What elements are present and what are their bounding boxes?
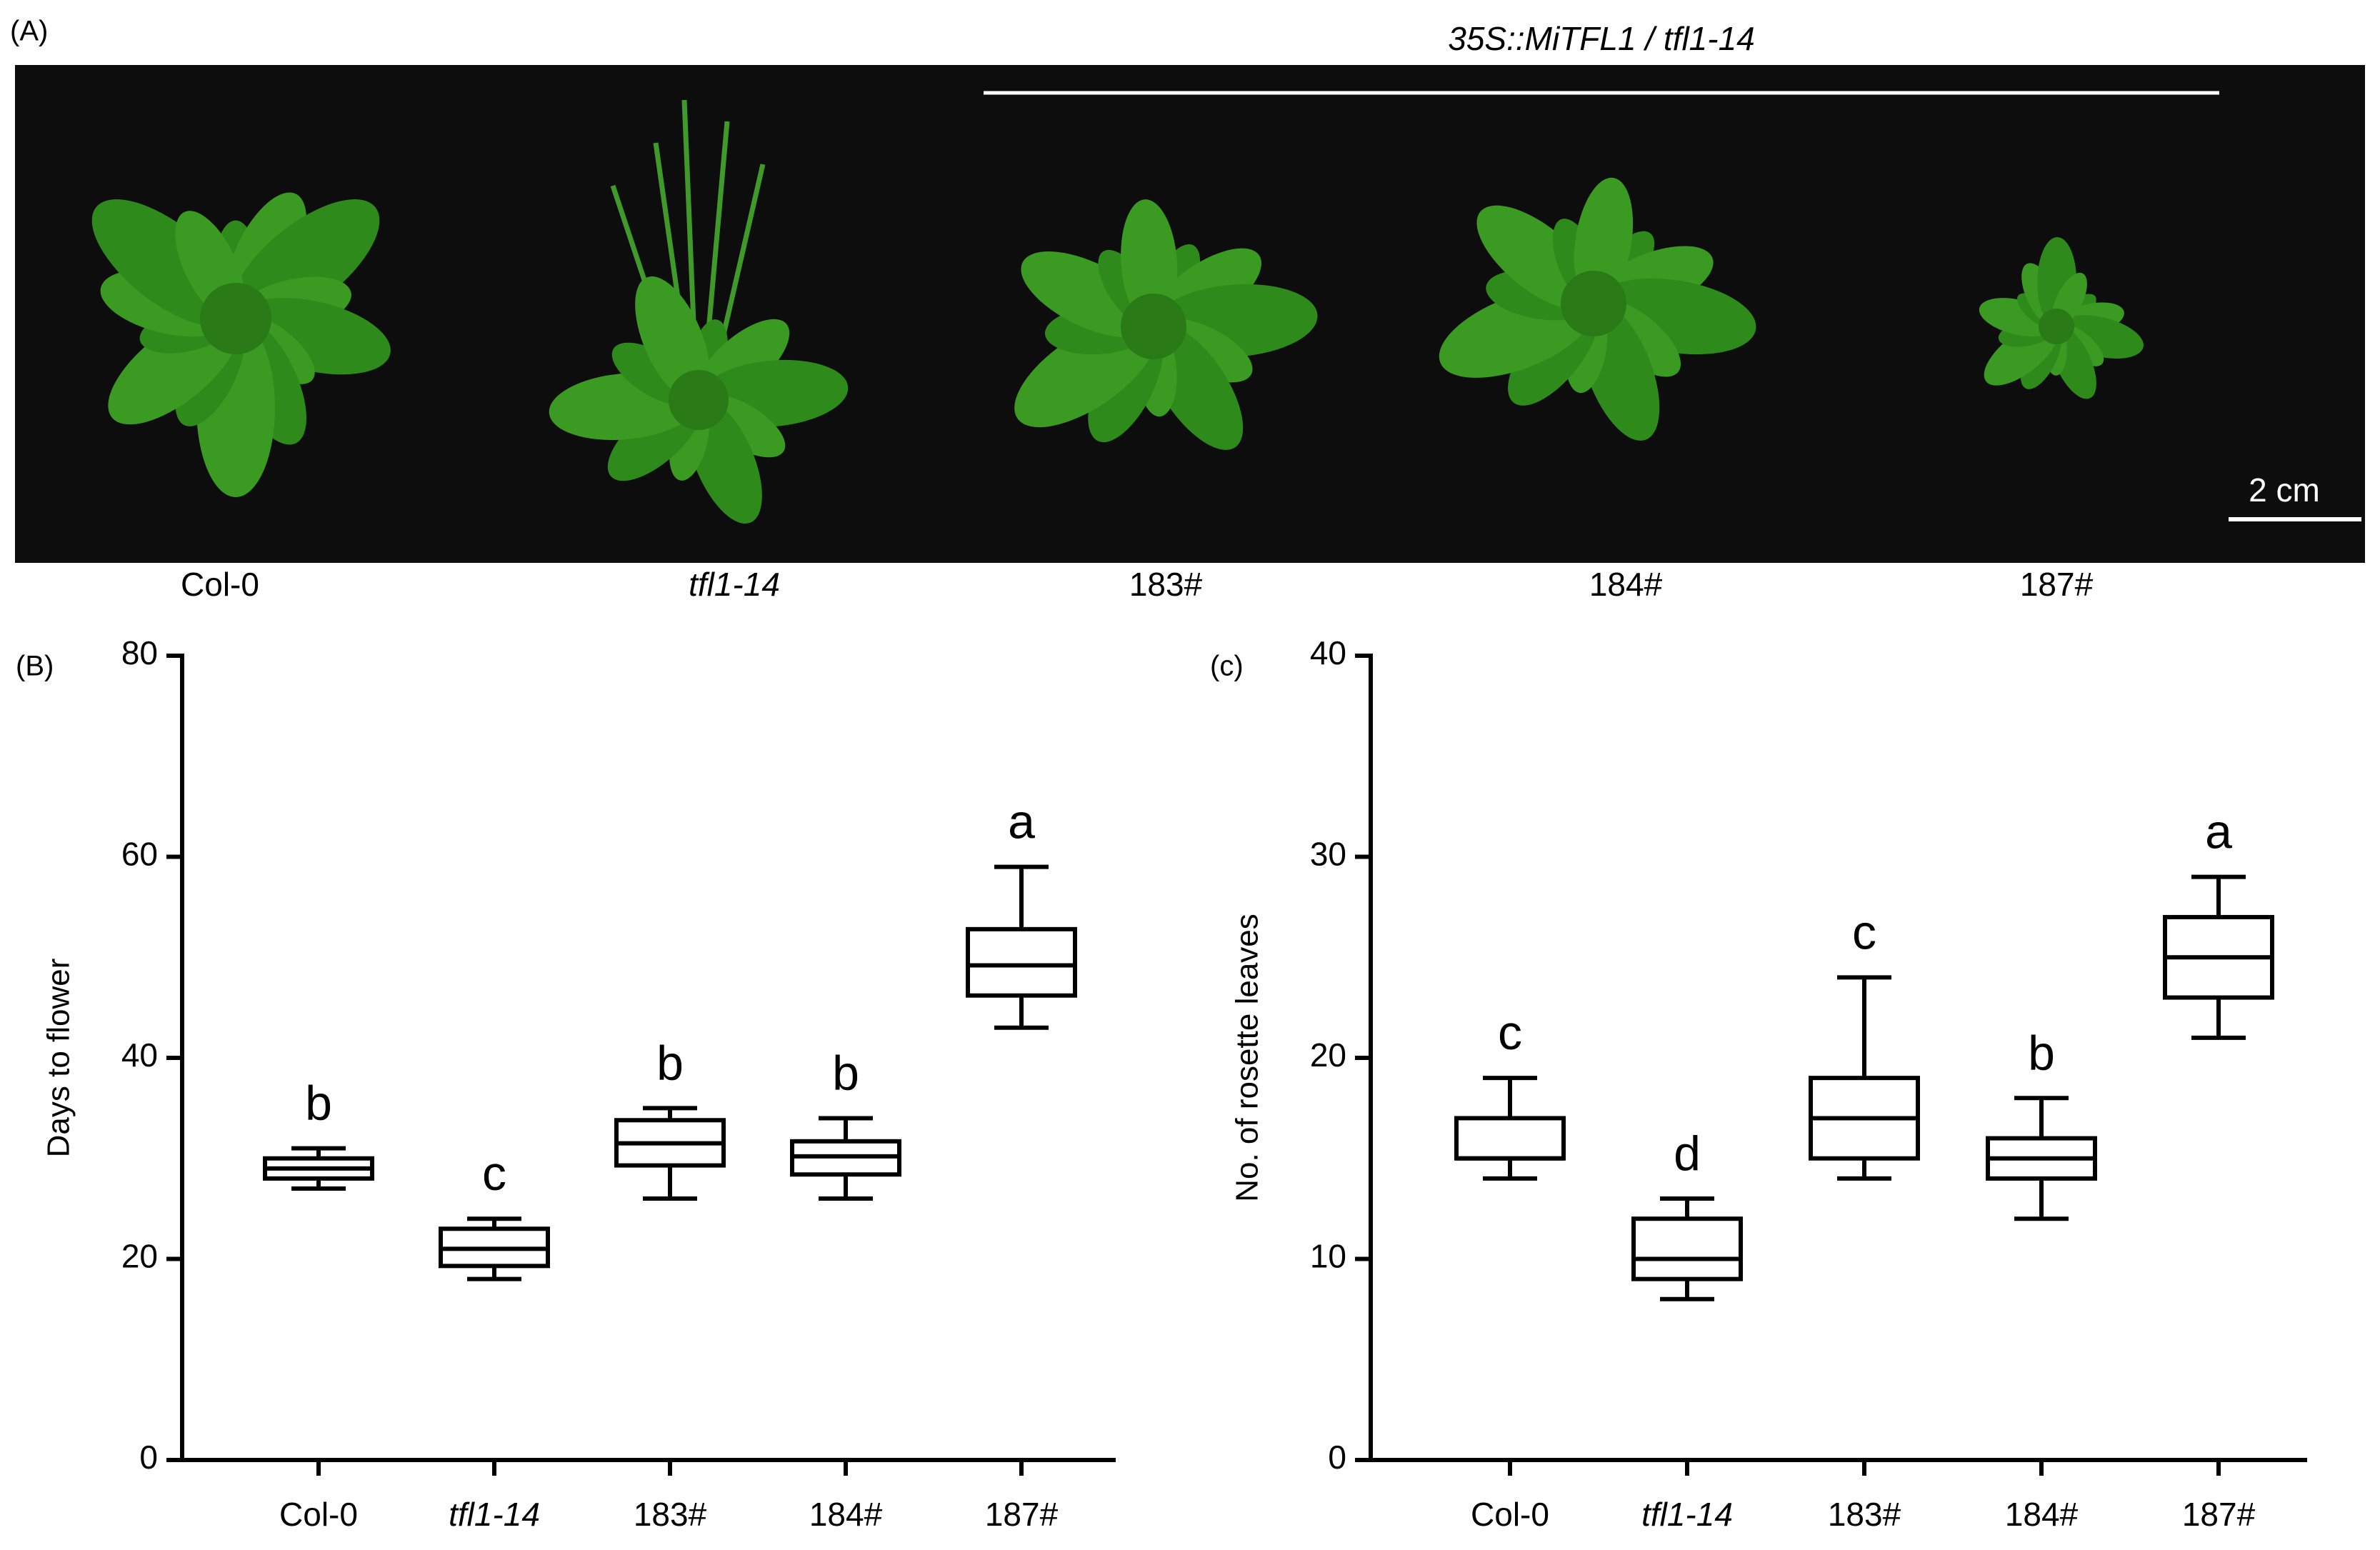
panel-label: (A) [10, 16, 48, 47]
x-tick-label: 183# [634, 1496, 707, 1533]
x-tick-label: 184# [809, 1496, 883, 1533]
panel-label: (B) [16, 651, 54, 682]
significance-letter: c [1852, 905, 1876, 959]
rosette-center [1561, 271, 1626, 336]
genotype-label: 184# [1589, 566, 1663, 603]
y-tick-label: 0 [1328, 1439, 1346, 1476]
significance-letter: b [2028, 1026, 2055, 1080]
significance-letter: b [832, 1046, 859, 1100]
y-tick-label: 80 [121, 634, 158, 671]
significance-letter: a [1008, 795, 1035, 849]
y-axis-label: Days to flower [41, 959, 76, 1158]
significance-letter: b [656, 1036, 684, 1090]
scale-bar-label: 2 cm [2249, 471, 2320, 509]
box [1631, 1216, 1743, 1281]
y-tick-label: 40 [1310, 634, 1346, 671]
x-tick-label: 183# [1828, 1496, 1901, 1533]
y-tick-label: 20 [1310, 1036, 1346, 1074]
x-tick-label: Col-0 [279, 1496, 358, 1533]
y-tick-label: 30 [1310, 836, 1346, 873]
y-axis-label: No. of rosette leaves [1230, 914, 1265, 1202]
significance-letter: c [1498, 1006, 1522, 1060]
y-tick-label: 20 [121, 1238, 158, 1275]
significance-letter: a [2205, 805, 2232, 859]
leaf [635, 276, 711, 401]
leaf [1121, 199, 1178, 327]
rosette-center [1121, 294, 1186, 359]
rosette-center [2039, 309, 2074, 344]
genotype-label: tfl1-14 [689, 566, 780, 603]
box [1454, 1116, 1566, 1161]
y-tick-label: 10 [1310, 1238, 1346, 1275]
x-tick-label: Col-0 [1471, 1496, 1549, 1533]
y-tick-label: 60 [121, 836, 158, 873]
rosette-center [669, 370, 729, 430]
x-tick-label: 184# [2005, 1496, 2079, 1533]
y-tick-label: 40 [121, 1036, 158, 1074]
genotype-label: 187# [2020, 566, 2094, 603]
photo-title: 35S::MiTFL1 / tfl1-14 [1448, 20, 1755, 57]
significance-letter: c [482, 1146, 506, 1201]
genotype-label: Col-0 [181, 566, 259, 603]
genotype-label: 183# [1129, 566, 1203, 603]
significance-letter: b [305, 1076, 332, 1131]
x-tick-label: 187# [985, 1496, 1059, 1533]
box [966, 926, 1077, 998]
rosette-center [200, 283, 271, 354]
significance-letter: d [1674, 1126, 1701, 1181]
y-tick-label: 0 [139, 1439, 158, 1476]
leaf [1021, 251, 1156, 338]
panel-label: (c) [1210, 651, 1244, 682]
x-tick-label: tfl1-14 [1641, 1496, 1733, 1533]
x-tick-label: 187# [2182, 1496, 2256, 1533]
plants [91, 99, 2144, 524]
x-tick-label: tfl1-14 [449, 1496, 540, 1533]
